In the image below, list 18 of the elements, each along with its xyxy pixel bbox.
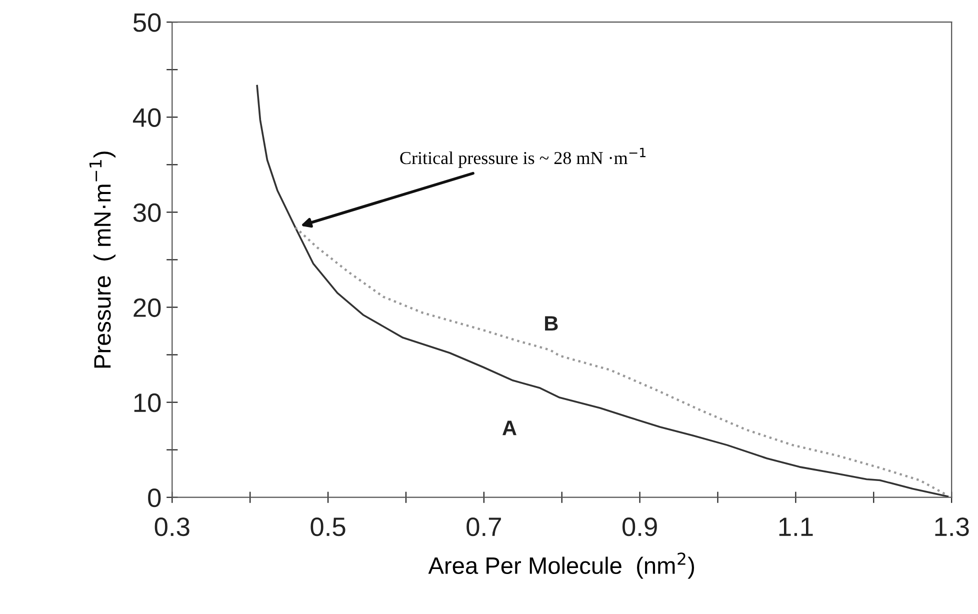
y-axis-title: Pressure ( mN·m$^{−1}$) — [89, 152, 116, 368]
line-series — [256, 84, 949, 498]
x-tick-label: 0.5 — [310, 517, 346, 536]
y-tick-label: 10 — [134, 393, 161, 412]
y-tick-label: 40 — [132, 108, 161, 127]
x-tick-label: 0.9 — [622, 517, 657, 536]
y-tick-label: 50 — [133, 13, 161, 32]
series-label: B — [545, 316, 558, 331]
x-tick-label: 1.3 — [935, 517, 969, 536]
series-label: A — [502, 420, 516, 436]
y-tick-label: 0 — [148, 488, 161, 508]
x-tick-label: 0.3 — [154, 517, 190, 536]
y-tick-label: 20 — [134, 298, 161, 318]
x-tick-label: 1.1 — [779, 518, 813, 536]
x-axis-title: Area Per Molecule (nm$^{2}$) — [428, 552, 694, 579]
y-tick-label: 30 — [133, 203, 161, 222]
x-tick-label: 0.7 — [466, 517, 501, 536]
annotation: Critical pressure is ~ 28 mN ·m$^{−1}$ — [400, 148, 646, 168]
